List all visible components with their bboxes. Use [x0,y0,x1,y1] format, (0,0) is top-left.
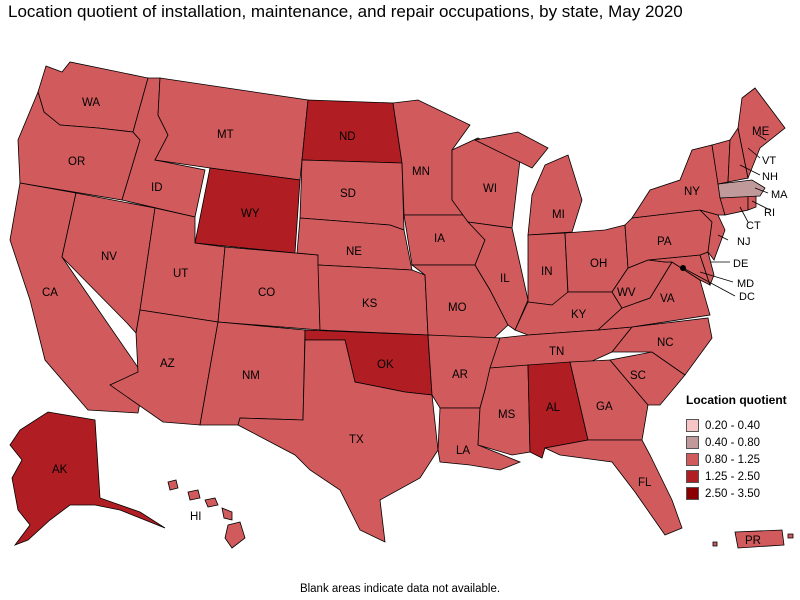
legend-swatch [686,453,699,466]
label-fl: FL [638,477,652,489]
label-hi: HI [190,511,202,523]
legend-label: 0.80 - 1.25 [705,453,760,466]
label-or: OR [68,156,85,168]
state-hi[interactable] [167,479,246,549]
label-ny: NY [684,186,700,198]
map-title: Location quotient of installation, maint… [8,2,683,21]
label-in: IN [541,266,553,278]
label-ca: CA [42,287,58,299]
label-nh: NH [762,171,778,183]
legend-row: 0.40 - 0.80 [686,434,798,451]
label-ky: KY [571,309,587,321]
legend-label: 0.40 - 0.80 [705,436,760,449]
pr-islet [712,541,718,547]
label-pa: PA [657,236,672,248]
label-ut: UT [173,268,188,280]
label-nd: ND [339,131,356,143]
state-ny[interactable] [631,144,726,219]
label-wy: WY [241,208,260,220]
legend-swatch [686,419,699,432]
label-wv: WV [617,287,636,299]
label-sc: SC [630,370,646,382]
label-tn: TN [549,346,564,358]
state-fl[interactable] [543,439,683,536]
legend-swatch [686,436,699,449]
label-nm: NM [242,370,260,382]
label-sd: SD [340,188,356,200]
label-ga: GA [596,401,613,413]
label-de: DE [733,258,748,270]
state-me[interactable] [737,87,786,180]
label-ri: RI [764,207,775,219]
state-mi[interactable] [473,131,583,236]
label-nj: NJ [737,236,750,248]
label-ok: OK [377,359,394,371]
legend-row: 0.20 - 0.40 [686,417,798,434]
label-mo: MO [448,302,467,314]
label-ak: AK [52,464,68,476]
label-me: ME [752,126,770,138]
legend-label: 2.50 - 3.50 [705,487,760,500]
label-nv: NV [101,251,117,263]
legend-label: 1.25 - 2.50 [705,470,760,483]
label-wa: WA [82,97,100,109]
label-wi: WI [483,183,497,195]
label-ia: IA [434,233,445,245]
state-tx[interactable] [237,339,439,543]
label-vt: VT [762,155,776,167]
legend-row: 1.25 - 2.50 [686,468,798,485]
label-il: IL [500,273,510,285]
label-co: CO [258,287,275,299]
footnote: Blank areas indicate data not available. [299,583,501,595]
label-id: ID [151,182,163,194]
label-pr: PR [745,535,761,547]
legend-row: 0.80 - 1.25 [686,451,798,468]
legend-title: Location quotient [686,393,787,407]
label-ma: MA [771,189,788,201]
label-ms: MS [498,409,516,421]
state-ga[interactable] [569,359,649,441]
label-ks: KS [362,298,378,310]
state-ct[interactable] [719,195,749,216]
label-ct: CT [746,220,761,232]
legend-label: 0.20 - 0.40 [705,419,760,432]
label-nc: NC [657,337,674,349]
state-ma[interactable] [717,179,766,199]
label-mn: MN [412,166,430,178]
legend-swatch [686,470,699,483]
legend-row: 2.50 - 3.50 [686,485,798,502]
state-il[interactable] [466,221,529,331]
label-az: AZ [160,358,175,370]
label-mt: MT [217,129,234,141]
label-ar: AR [452,369,468,381]
label-va: VA [660,293,675,305]
pr-islet-east [787,533,794,539]
state-ak[interactable] [9,411,166,546]
label-la: LA [456,445,470,457]
legend: Location quotient 0.20 - 0.40 0.40 - 0.8… [686,393,798,502]
label-ne: NE [346,246,362,258]
state-pr[interactable] [734,529,785,549]
label-oh: OH [590,258,607,270]
label-dc: DC [739,291,755,303]
label-md: MD [737,278,754,290]
state-sc[interactable] [609,351,686,406]
label-tx: TX [349,434,364,446]
label-al: AL [546,402,561,414]
label-leaders [682,134,771,297]
label-mi: MI [552,209,565,221]
legend-swatch [686,487,699,500]
